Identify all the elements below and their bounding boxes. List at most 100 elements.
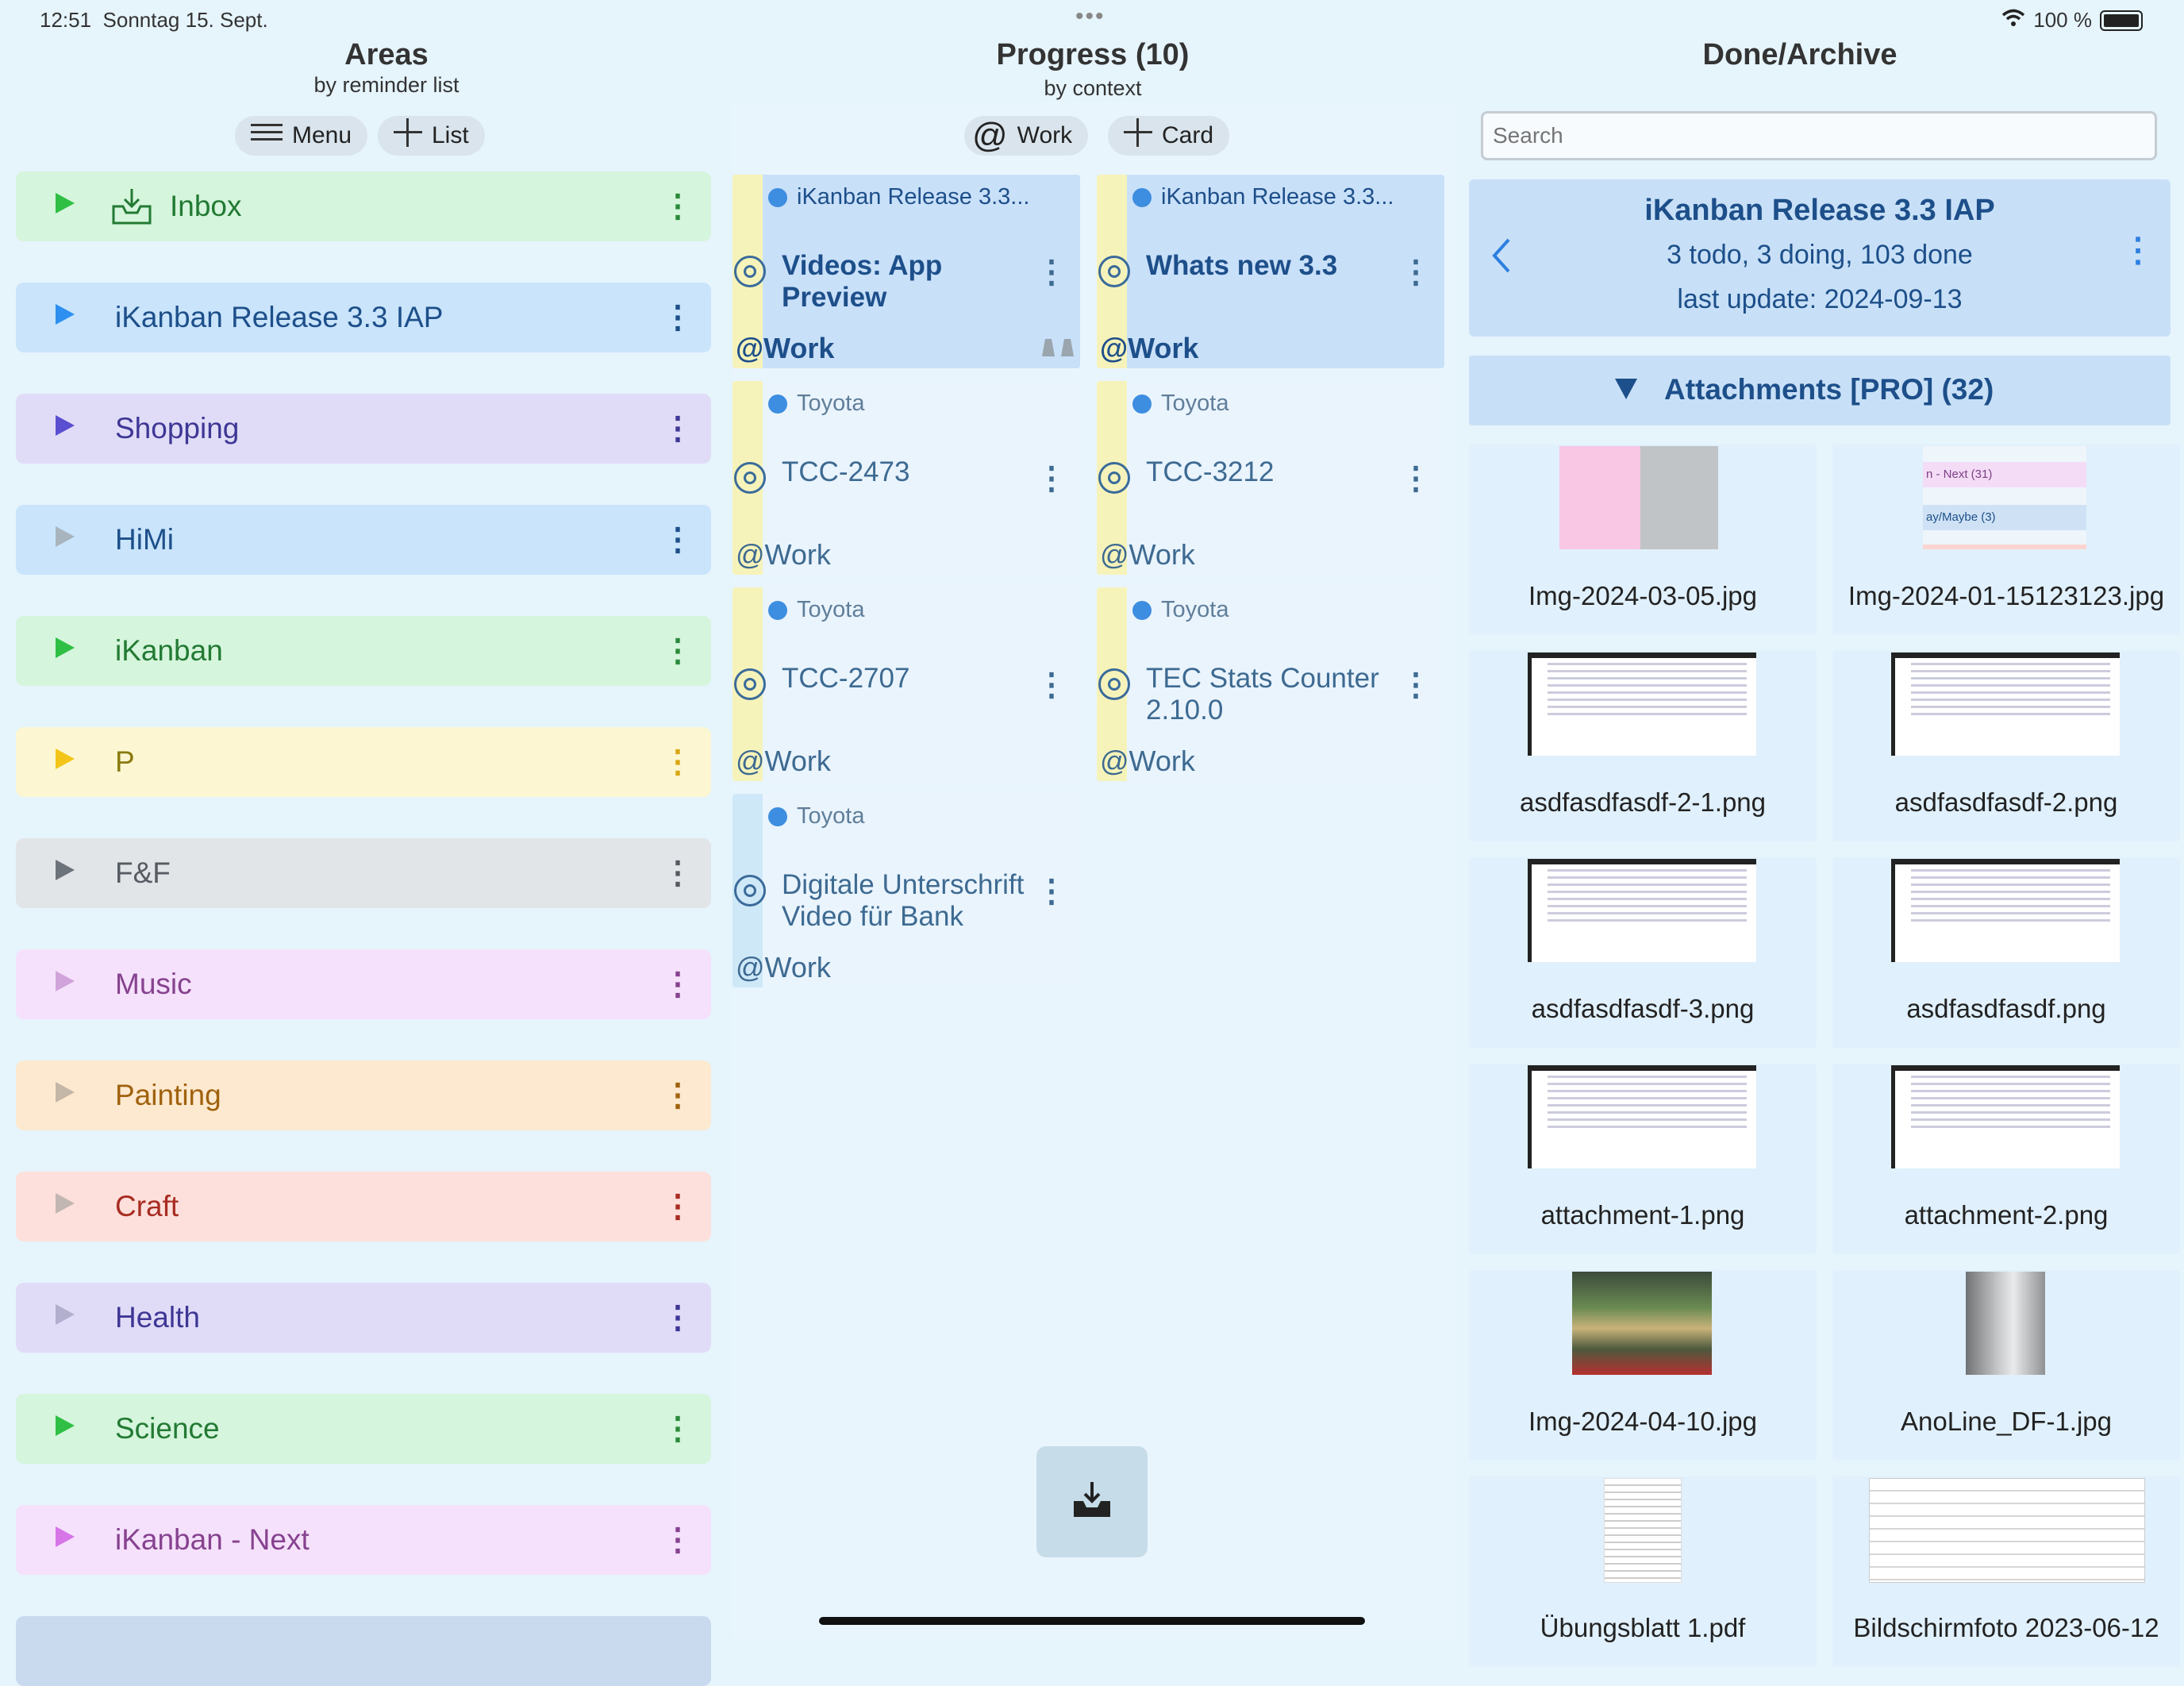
card-title: Whats new 3.3	[1146, 250, 1338, 281]
attachment-filename: attachment-2.png	[1904, 1200, 2109, 1230]
attachment-thumbnail	[1966, 1272, 2045, 1375]
more-kebab-icon[interactable]: ⋮	[662, 411, 694, 446]
status-right: 100 %	[2001, 8, 2143, 33]
expand-triangle-icon[interactable]	[54, 1414, 76, 1444]
expand-triangle-icon[interactable]	[54, 1080, 76, 1111]
kanban-card[interactable]: Toyota TCC-3212 ⋮ @Work	[1097, 381, 1444, 575]
kanban-card[interactable]: Toyota TEC Stats Counter 2.10.0 ⋮ @Work	[1097, 587, 1444, 781]
more-kebab-icon[interactable]: ⋮	[662, 300, 694, 335]
area-label: iKanban	[115, 634, 223, 667]
attachment-tile[interactable]: Bildschirmfoto 2023-06-12	[1832, 1476, 2180, 1667]
area-row[interactable]: F&F ⋮	[16, 838, 711, 908]
attachment-tile[interactable]: AnoLine_DF-1.jpg	[1832, 1270, 2180, 1461]
more-kebab-icon[interactable]: ⋮	[2121, 231, 2155, 268]
area-row[interactable]: Craft ⋮	[16, 1172, 711, 1241]
target-circle-icon[interactable]	[1098, 256, 1130, 287]
more-kebab-icon[interactable]: ⋮	[1036, 874, 1067, 909]
area-row[interactable]: Science ⋮	[16, 1394, 711, 1464]
area-row-partial[interactable]	[16, 1616, 711, 1686]
area-label: Shopping	[115, 412, 240, 445]
expand-triangle-icon[interactable]	[54, 1525, 76, 1555]
more-kebab-icon[interactable]: ⋮	[662, 967, 694, 1002]
battery-percent: 100 %	[2033, 8, 2092, 32]
add-card-button[interactable]: Card	[1108, 116, 1230, 156]
target-circle-icon[interactable]	[1098, 668, 1130, 700]
area-row[interactable]: Music ⋮	[16, 949, 711, 1019]
more-kebab-icon[interactable]: ⋮	[662, 1522, 694, 1557]
attachment-tile[interactable]: asdfasdfasdf-2.png	[1832, 651, 2180, 841]
status-bar: 12:51 Sonntag 15. Sept. ••• 100 %	[0, 0, 2184, 40]
more-kebab-icon[interactable]: ⋮	[662, 189, 694, 224]
attachment-tile[interactable]: attachment-2.png	[1832, 1064, 2180, 1254]
expand-triangle-icon[interactable]	[54, 414, 76, 444]
area-row[interactable]: Health ⋮	[16, 1283, 711, 1353]
attachment-filename: Img-2024-04-10.jpg	[1528, 1407, 1757, 1436]
expand-triangle-icon[interactable]	[54, 636, 76, 666]
more-kebab-icon[interactable]: ⋮	[1036, 255, 1067, 290]
kanban-card[interactable]: Toyota Digitale Unterschrift Video für Ba…	[732, 794, 1080, 987]
area-row[interactable]: HiMi ⋮	[16, 505, 711, 575]
area-label: Craft	[115, 1190, 179, 1222]
search-input[interactable]	[1481, 111, 2157, 160]
attachment-tile[interactable]: Img-2024-04-10.jpg	[1469, 1270, 1817, 1461]
attachment-tile[interactable]: asdfasdfasdf-2-1.png	[1469, 651, 1817, 841]
target-circle-icon[interactable]	[734, 668, 766, 700]
attachment-tile[interactable]: asdfasdfasdf.png	[1832, 857, 2180, 1048]
expand-triangle-icon[interactable]	[54, 1191, 76, 1222]
expand-triangle-icon[interactable]	[54, 747, 76, 777]
menu-button[interactable]: Menu	[235, 116, 368, 156]
target-circle-icon[interactable]	[734, 462, 766, 494]
more-kebab-icon[interactable]: ⋮	[662, 522, 694, 557]
area-row[interactable]: Inbox ⋮	[16, 171, 711, 241]
attachments-toggle[interactable]: Attachments [PRO] (32)	[1469, 356, 2171, 425]
more-kebab-icon[interactable]: ⋮	[1036, 461, 1067, 496]
kanban-card[interactable]: Toyota TCC-2707 ⋮ @Work	[732, 587, 1080, 781]
expand-triangle-icon[interactable]	[54, 1303, 76, 1333]
kanban-card[interactable]: iKanban Release 3.3... Videos: App Previe…	[732, 175, 1080, 368]
more-kebab-icon[interactable]: ⋮	[662, 1189, 694, 1224]
list-dot-icon	[768, 806, 787, 826]
more-kebab-icon[interactable]: ⋮	[1400, 668, 1432, 702]
kanban-card[interactable]: Toyota TCC-2473 ⋮ @Work	[732, 381, 1080, 575]
attachment-tile[interactable]: attachment-1.png	[1469, 1064, 1817, 1254]
target-circle-icon[interactable]	[734, 875, 766, 907]
more-kebab-icon[interactable]: ⋮	[662, 745, 694, 779]
more-kebab-icon[interactable]: ⋮	[1400, 255, 1432, 290]
expand-triangle-icon[interactable]	[54, 969, 76, 999]
expand-triangle-icon[interactable]	[54, 858, 76, 888]
drop-target-button[interactable]	[1036, 1446, 1148, 1557]
more-kebab-icon[interactable]: ⋮	[1036, 668, 1067, 702]
area-row[interactable]: iKanban - Next ⋮	[16, 1505, 711, 1575]
multitasking-dots[interactable]: •••	[1075, 3, 1105, 29]
attachment-filename: Bildschirmfoto 2023-06-12	[1853, 1613, 2159, 1642]
attachment-tile[interactable]: Übungsblatt 1.pdf	[1469, 1476, 1817, 1667]
kanban-card[interactable]: iKanban Release 3.3... Whats new 3.3 ⋮ @Wor…	[1097, 175, 1444, 368]
expand-triangle-icon[interactable]	[54, 302, 76, 333]
more-kebab-icon[interactable]: ⋮	[662, 1411, 694, 1446]
attachment-tile[interactable]: asdfasdfasdf-3.png	[1469, 857, 1817, 1048]
expand-triangle-icon[interactable]	[54, 191, 76, 221]
more-kebab-icon[interactable]: ⋮	[662, 633, 694, 668]
area-row[interactable]: iKanban ⋮	[16, 616, 711, 686]
area-row[interactable]: Shopping ⋮	[16, 394, 711, 464]
back-chevron-icon[interactable]	[1491, 238, 1512, 277]
target-circle-icon[interactable]	[1098, 462, 1130, 494]
more-kebab-icon[interactable]: ⋮	[662, 1300, 694, 1335]
area-row[interactable]: P ⋮	[16, 727, 711, 797]
add-card-label: Card	[1162, 122, 1214, 148]
area-row[interactable]: iKanban Release 3.3 IAP ⋮	[16, 283, 711, 352]
add-list-button[interactable]: List	[378, 116, 485, 156]
more-kebab-icon[interactable]: ⋮	[1400, 461, 1432, 496]
area-row[interactable]: Painting ⋮	[16, 1060, 711, 1130]
target-circle-icon[interactable]	[734, 256, 766, 287]
expand-triangle-icon[interactable]	[54, 525, 76, 555]
plus-icon	[394, 118, 422, 153]
more-kebab-icon[interactable]: ⋮	[662, 1078, 694, 1113]
attachment-tile[interactable]: n - Next (31) ay/Maybe (3) Img-2024-01-151…	[1832, 445, 2180, 635]
card-context: @Work	[1100, 745, 1195, 777]
card-list-name: Toyota	[1132, 597, 1228, 623]
context-filter-button[interactable]: @ Work	[964, 116, 1089, 156]
home-indicator[interactable]	[819, 1617, 1365, 1625]
more-kebab-icon[interactable]: ⋮	[662, 856, 694, 891]
attachment-tile[interactable]: Img-2024-03-05.jpg	[1469, 445, 1817, 635]
